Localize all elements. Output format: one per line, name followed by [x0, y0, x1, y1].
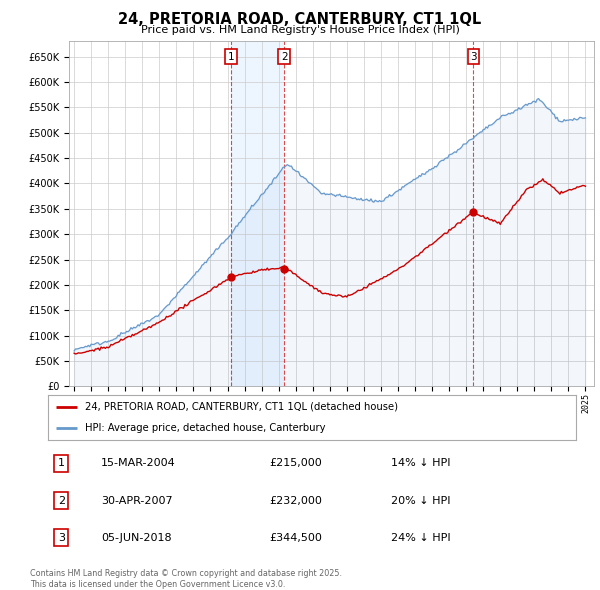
Text: 1: 1 [58, 458, 65, 468]
Text: 15-MAR-2004: 15-MAR-2004 [101, 458, 176, 468]
Text: 20% ↓ HPI: 20% ↓ HPI [391, 496, 451, 506]
Text: £232,000: £232,000 [270, 496, 323, 506]
Text: 1: 1 [228, 52, 235, 61]
Text: 24, PRETORIA ROAD, CANTERBURY, CT1 1QL (detached house): 24, PRETORIA ROAD, CANTERBURY, CT1 1QL (… [85, 402, 398, 412]
Text: 3: 3 [470, 52, 477, 61]
Bar [231, 41, 284, 386]
Text: HPI: Average price, detached house, Canterbury: HPI: Average price, detached house, Cant… [85, 423, 325, 433]
Text: 24% ↓ HPI: 24% ↓ HPI [391, 533, 451, 543]
Text: 24, PRETORIA ROAD, CANTERBURY, CT1 1QL: 24, PRETORIA ROAD, CANTERBURY, CT1 1QL [118, 12, 482, 27]
Text: 3: 3 [58, 533, 65, 543]
Text: £344,500: £344,500 [270, 533, 323, 543]
Text: 05-JUN-2018: 05-JUN-2018 [101, 533, 172, 543]
Text: £215,000: £215,000 [270, 458, 323, 468]
Text: 14% ↓ HPI: 14% ↓ HPI [391, 458, 451, 468]
Text: 30-APR-2007: 30-APR-2007 [101, 496, 172, 506]
Text: 2: 2 [58, 496, 65, 506]
Text: Contains HM Land Registry data © Crown copyright and database right 2025.
This d: Contains HM Land Registry data © Crown c… [30, 569, 342, 589]
Text: 2: 2 [281, 52, 287, 61]
Text: Price paid vs. HM Land Registry's House Price Index (HPI): Price paid vs. HM Land Registry's House … [140, 25, 460, 35]
